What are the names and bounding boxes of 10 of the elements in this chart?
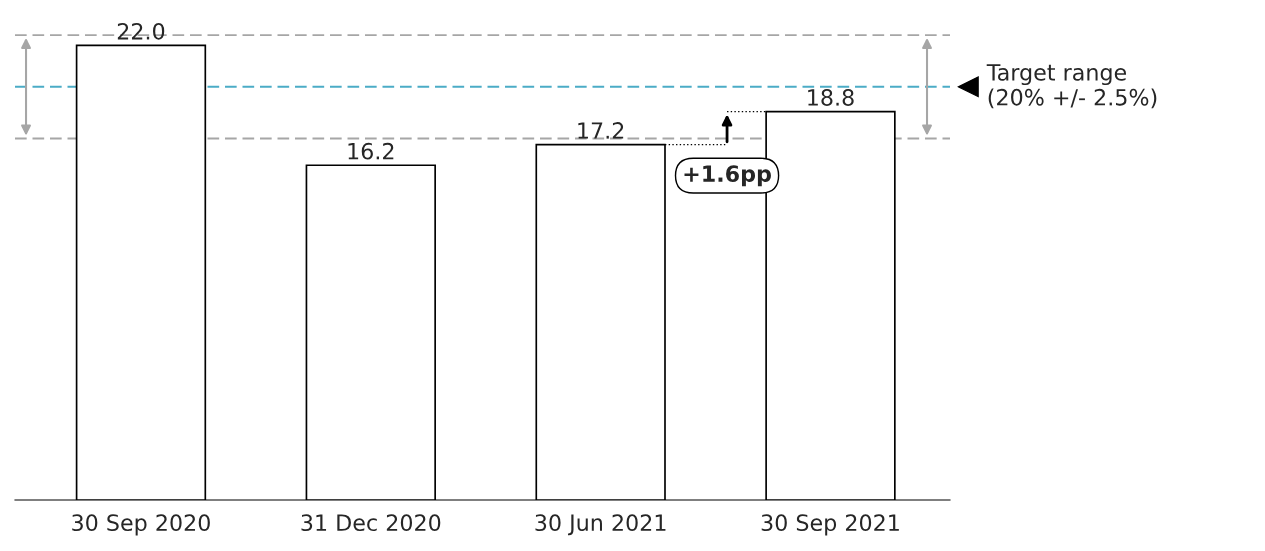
annotation: +1.6pp bbox=[684, 165, 771, 187]
x-tick-label: 31 Dec 2020 bbox=[301, 514, 441, 532]
data-label: 18.8 bbox=[808, 89, 854, 106]
x-tick-label: 30 Jun 2021 bbox=[535, 514, 666, 536]
x-tick-label: 30 Sep 2020 bbox=[72, 514, 210, 536]
x-tick-label: 30 Sep 2021 bbox=[761, 514, 899, 536]
data-label: 16.2 bbox=[348, 142, 394, 160]
data-label: 22.0 bbox=[117, 22, 165, 40]
ref-line-label: Target range (20% +/- 2.5%) bbox=[986, 64, 1157, 109]
data-label: 17.2 bbox=[578, 122, 624, 139]
